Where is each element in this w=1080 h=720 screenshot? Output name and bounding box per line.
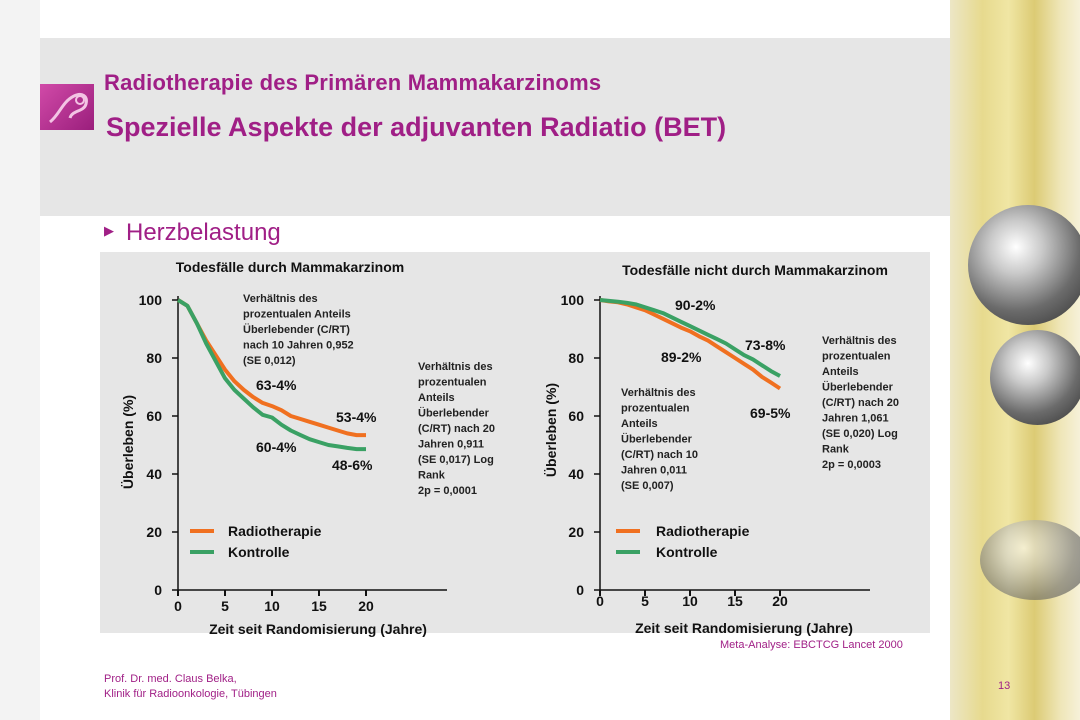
- chart2-y-tick-label: 0: [576, 582, 584, 598]
- chart2-legend-label: Kontrolle: [656, 544, 718, 560]
- chart1-annotation-line: prozentualen: [418, 377, 487, 389]
- chart2-x-tick-label: 10: [682, 593, 698, 609]
- chart1-y-tick-label: 100: [139, 292, 163, 308]
- chart1-annotation-line: Anteils: [418, 392, 455, 404]
- bullet-item: ▶ Herzbelastung: [104, 219, 281, 247]
- chart1-x-tick-label: 5: [221, 598, 229, 614]
- logo: [40, 84, 94, 130]
- chart1-annotation-line: Rank: [418, 470, 446, 482]
- chart1-title: Todesfälle durch Mammakarzinom: [176, 259, 404, 275]
- chart1-annotation-line: 2p = 0,0001: [418, 485, 477, 497]
- chart1-annotation-line: nach 10 Jahren 0,952: [243, 340, 354, 352]
- chart2-y-tick-label: 20: [568, 524, 584, 540]
- chart1-legend-label: Radiotherapie: [228, 523, 322, 539]
- chart2-x-tick-label: 5: [641, 593, 649, 609]
- chart1-annotation-line: (SE 0,017) Log: [418, 454, 494, 466]
- chart2-annotation-line: Verhältnis des: [621, 387, 696, 399]
- chart1-annotation-line: (C/RT) nach 20: [418, 423, 495, 435]
- slide-title: Radiotherapie des Primären Mammakarzinom…: [104, 70, 602, 95]
- chart2-annotation-line: Verhältnis des: [822, 335, 897, 347]
- left-margin: [0, 0, 40, 720]
- chart1-legend-label: Kontrolle: [228, 544, 290, 560]
- slide: Radiotherapie des Primären Mammakarzinom…: [40, 0, 950, 720]
- chart2-x-tick-label: 20: [772, 593, 788, 609]
- slide-subtitle: Spezielle Aspekte der adjuvanten Radiati…: [106, 112, 727, 142]
- chart1-y-tick-label: 20: [146, 524, 162, 540]
- citation: Meta-Analyse: EBCTCG Lancet 2000: [720, 639, 903, 651]
- chart1-y-tick-label: 60: [146, 408, 162, 424]
- chart2-annotation-line: Anteils: [822, 366, 859, 378]
- chart2-annotation-line: (SE 0,007): [621, 480, 674, 492]
- chart2-data-label: 73-8%: [745, 337, 786, 353]
- chart2-annotation-line: Überlebender: [621, 433, 693, 446]
- chart1-data-label: 60-4%: [256, 439, 297, 455]
- chart2-x-axis-label: Zeit seit Randomisierung (Jahre): [635, 620, 853, 636]
- chart2-annotation-line: Rank: [822, 444, 850, 456]
- page-number: 13: [998, 680, 1011, 692]
- chart2-y-tick-label: 40: [568, 466, 584, 482]
- chart2-annotation-line: 2p = 0,0003: [822, 459, 881, 471]
- chart2-annotation-line: Überlebender: [822, 381, 894, 394]
- chart1-data-label: 53-4%: [336, 409, 377, 425]
- chart2-y-tick-label: 60: [568, 408, 584, 424]
- chart1-x-tick-label: 15: [311, 598, 327, 614]
- chart2-title: Todesfälle nicht durch Mammakarzinom: [622, 262, 888, 278]
- decorative-side-image: [950, 0, 1080, 720]
- chart1-annotation-line: Verhältnis des: [243, 293, 318, 305]
- chart1-annotation-line: Jahren 0,911: [418, 439, 484, 451]
- chart2-annotation-line: Anteils: [621, 418, 658, 430]
- chart2-y-axis-label: Überleben (%): [543, 383, 559, 477]
- chart1-annotation-line: Überlebender: [418, 407, 490, 420]
- chart2-legend-label: Radiotherapie: [656, 523, 750, 539]
- footer-author: Prof. Dr. med. Claus Belka, Klinik für R…: [104, 672, 277, 702]
- chart2-annotation-line: (C/RT) nach 20: [822, 397, 899, 409]
- chart2-annotation-line: (C/RT) nach 10: [621, 449, 698, 461]
- chart1-y-tick-label: 80: [146, 350, 162, 366]
- chart2-x-tick-label: 15: [727, 593, 743, 609]
- footer-line-1: Prof. Dr. med. Claus Belka,: [104, 673, 237, 685]
- chart2-annotation-line: Jahren 1,061: [822, 413, 889, 425]
- bullet-text: Herzbelastung: [126, 219, 281, 246]
- chart2-x-tick-label: 0: [596, 593, 604, 609]
- chart1-annotation-line: (SE 0,012): [243, 355, 296, 367]
- chart2-annotation-line: (SE 0,020) Log: [822, 428, 898, 440]
- chart2-annotation-line: prozentualen: [621, 403, 690, 415]
- chart2-annotation-line: Jahren 0,011: [621, 465, 687, 477]
- chart1-annotation-line: prozentualen Anteils: [243, 309, 351, 321]
- chart2-y-tick-label: 80: [568, 350, 584, 366]
- chart1-annotation-line: Überlebender (C/RT): [243, 323, 350, 336]
- chart1-data-label: 48-6%: [332, 457, 373, 473]
- chart2-data-label: 90-2%: [675, 297, 716, 313]
- chart2-data-label: 89-2%: [661, 349, 702, 365]
- chart-panel: [100, 252, 930, 633]
- chart2-series-line-kontrolle: [599, 298, 781, 378]
- chart1-x-tick-label: 20: [358, 598, 374, 614]
- chart1-y-tick-label: 0: [154, 582, 162, 598]
- footer-line-2: Klinik für Radioonkologie, Tübingen: [104, 688, 277, 700]
- chart1-y-tick-label: 40: [146, 466, 162, 482]
- chart2-data-label: 69-5%: [750, 405, 791, 421]
- chart2-y-tick-label: 100: [561, 292, 585, 308]
- chart2-annotation-line: prozentualen: [822, 351, 891, 363]
- triangle-bullet-icon: ▶: [104, 222, 114, 238]
- chart1-data-label: 63-4%: [256, 377, 297, 393]
- chart1-series-line-kontrolle: [176, 298, 366, 452]
- chart1-annotation-line: Verhältnis des: [418, 361, 493, 373]
- header-background: [40, 38, 950, 216]
- chart1-x-tick-label: 0: [174, 598, 182, 614]
- chart1-x-tick-label: 10: [264, 598, 280, 614]
- chart1-x-axis-label: Zeit seit Randomisierung (Jahre): [209, 621, 427, 637]
- chart1-y-axis-label: Überleben (%): [120, 395, 136, 489]
